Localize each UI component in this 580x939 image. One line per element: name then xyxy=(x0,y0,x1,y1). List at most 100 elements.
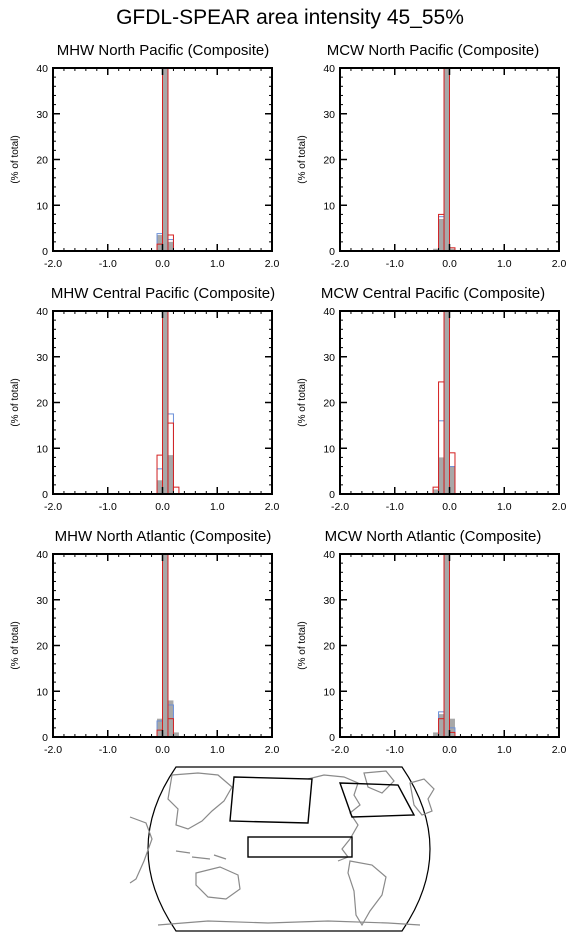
histogram-panel-2: -2.0 -1.0 0.0 1.0 2.0 0 10 20 30 40 (% of total) xyxy=(297,63,566,270)
y-tick-label: 10 xyxy=(323,443,335,455)
x-tick-label: 0.0 xyxy=(155,744,170,756)
panel-title-mhw-north-pacific: MHW North Pacific (Composite) xyxy=(56,42,270,59)
x-tick-label: 1.0 xyxy=(497,744,512,756)
x-tick-label: -1.0 xyxy=(386,258,404,270)
bar-gray-2 xyxy=(162,554,168,737)
y-tick-label: 0 xyxy=(329,246,335,258)
bar-gray-1 xyxy=(433,248,439,251)
x-tick-label: 1.0 xyxy=(497,501,512,513)
y-tick-label: 0 xyxy=(329,489,335,501)
bar-gray-1 xyxy=(157,234,163,251)
y-tick-label: 20 xyxy=(323,398,335,410)
x-tick-label: 1.0 xyxy=(210,258,225,270)
x-tick-label: -2.0 xyxy=(331,501,349,513)
bar-gray-3 xyxy=(444,554,450,737)
y-tick-label: 30 xyxy=(323,352,335,364)
bar-gray-3 xyxy=(444,311,450,494)
x-tick-label: 2.0 xyxy=(552,744,567,756)
x-tick-label: 0.0 xyxy=(442,744,457,756)
bar-gray-1 xyxy=(157,718,163,737)
y-axis-label: (% of total) xyxy=(10,621,21,669)
x-tick-label: 2.0 xyxy=(552,258,567,270)
x-tick-label: -2.0 xyxy=(44,744,62,756)
y-tick-label: 40 xyxy=(36,306,48,318)
histogram-panel-1: -2.0 -1.0 0.0 1.0 2.0 0 10 20 30 40 (% of total) xyxy=(10,63,279,270)
y-tick-label: 30 xyxy=(323,109,335,121)
x-tick-label: -2.0 xyxy=(331,744,349,756)
region-box-north-atlantic xyxy=(338,782,416,818)
bar-gray-2 xyxy=(162,68,168,251)
histogram-panel-5: -2.0 -1.0 0.0 1.0 2.0 0 10 20 30 40 (% of total) xyxy=(10,549,279,756)
y-axis-label: (% of total) xyxy=(297,378,308,426)
y-tick-label: 20 xyxy=(323,155,335,167)
y-tick-label: 10 xyxy=(36,443,48,455)
y-tick-label: 0 xyxy=(329,732,335,744)
bar-gray-2 xyxy=(438,714,445,737)
y-tick-label: 10 xyxy=(36,200,48,212)
y-tick-label: 30 xyxy=(36,109,48,121)
y-axis-label: (% of total) xyxy=(297,135,308,183)
x-tick-label: 2.0 xyxy=(552,501,567,513)
y-tick-label: 20 xyxy=(36,398,48,410)
x-tick-label: -1.0 xyxy=(99,258,117,270)
bar-gray-4 xyxy=(449,248,455,251)
x-tick-label: -1.0 xyxy=(99,744,117,756)
x-tick-label: -2.0 xyxy=(331,258,349,270)
x-tick-label: -2.0 xyxy=(44,501,62,513)
y-tick-label: 40 xyxy=(323,306,335,318)
coast-africa xyxy=(129,816,153,884)
coast-indonesia xyxy=(175,850,227,860)
y-tick-label: 20 xyxy=(323,641,335,653)
y-tick-label: 40 xyxy=(36,63,48,75)
y-tick-label: 30 xyxy=(323,595,335,607)
x-tick-label: -1.0 xyxy=(99,501,117,513)
y-tick-label: 0 xyxy=(42,732,48,744)
bar-gray-1 xyxy=(157,480,163,494)
x-tick-label: 1.0 xyxy=(497,258,512,270)
x-tick-label: 2.0 xyxy=(265,501,280,513)
y-tick-label: 0 xyxy=(42,246,48,258)
coast-asia xyxy=(167,772,233,830)
coastlines xyxy=(129,770,435,927)
x-tick-label: 1.0 xyxy=(210,744,225,756)
y-axis-label: (% of total) xyxy=(10,135,21,183)
region-box-central-pacific xyxy=(247,836,353,858)
histogram-panel-4: -2.0 -1.0 0.0 1.0 2.0 0 10 20 30 40 (% of total) xyxy=(297,306,566,513)
bar-gray-1 xyxy=(433,732,439,737)
x-tick-label: 0.0 xyxy=(442,501,457,513)
y-tick-label: 40 xyxy=(323,549,335,561)
x-tick-label: 0.0 xyxy=(155,258,170,270)
panel-title-mcw-north-atlantic: MCW North Atlantic (Composite) xyxy=(324,528,542,545)
panel-title-mcw-central-pacific: MCW Central Pacific (Composite) xyxy=(320,285,546,302)
x-tick-label: -2.0 xyxy=(44,258,62,270)
y-tick-label: 40 xyxy=(323,63,335,75)
bar-gray-4 xyxy=(173,732,179,737)
x-tick-label: 0.0 xyxy=(155,501,170,513)
bar-gray-4 xyxy=(449,466,455,494)
y-tick-label: 10 xyxy=(323,686,335,698)
figure-title: GFDL-SPEAR area intensity 45_55% xyxy=(116,6,464,29)
histogram-panel-6: -2.0 -1.0 0.0 1.0 2.0 0 10 20 30 40 (% of total) xyxy=(297,549,566,756)
coast-greenland xyxy=(363,770,395,794)
bar-red-4 xyxy=(172,486,180,495)
coast-europe xyxy=(409,778,435,816)
y-tick-label: 40 xyxy=(36,549,48,561)
bar-gray-3 xyxy=(444,68,450,251)
panel-title-mcw-north-pacific: MCW North Pacific (Composite) xyxy=(326,42,540,59)
x-tick-label: 2.0 xyxy=(265,258,280,270)
x-tick-label: -1.0 xyxy=(386,744,404,756)
y-tick-label: 30 xyxy=(36,352,48,364)
y-tick-label: 20 xyxy=(36,155,48,167)
coast-south-america xyxy=(347,860,387,927)
y-tick-label: 10 xyxy=(323,200,335,212)
coast-australia xyxy=(195,866,241,900)
x-tick-label: 2.0 xyxy=(265,744,280,756)
x-tick-label: 0.0 xyxy=(442,258,457,270)
map-outline xyxy=(147,766,431,932)
coast-antarctica xyxy=(157,920,421,926)
panel-title-mhw-central-pacific: MHW Central Pacific (Composite) xyxy=(50,285,276,302)
coast-north-america xyxy=(307,774,361,862)
y-axis-label: (% of total) xyxy=(10,378,21,426)
y-axis-label: (% of total) xyxy=(297,621,308,669)
